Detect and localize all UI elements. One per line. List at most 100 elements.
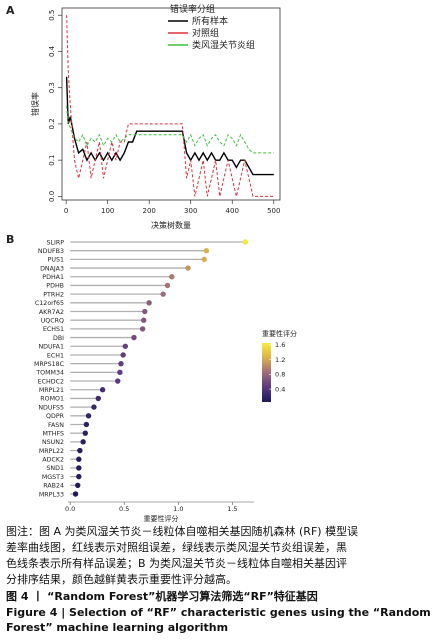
dot <box>76 465 82 471</box>
y-tick-label: MRPL22 <box>39 448 64 455</box>
dot <box>85 413 92 419</box>
colorbar-title: 重要性评分 <box>262 329 297 338</box>
x-tick-label: 100 <box>101 207 114 215</box>
y-tick-label: 0.4 <box>48 45 56 57</box>
y-tick-label: PTRH2 <box>43 291 64 298</box>
caption-note-line: 差率曲线图，红线表示对照组误差，绿线表示类风湿关节炎组误差，黑 <box>6 541 347 554</box>
y-tick-label: C12orf65 <box>35 300 64 307</box>
y-tick-label: ADCK2 <box>42 457 64 464</box>
dot <box>76 456 82 462</box>
y-tick-label: PDHB <box>46 283 64 290</box>
x-tick-label: 0.5 <box>119 505 129 513</box>
x-tick-label: 1.5 <box>227 505 237 513</box>
y-tick-label: NSUN2 <box>42 439 64 446</box>
y-tick-label: MRPL21 <box>39 387 64 394</box>
series-line <box>66 15 274 197</box>
x-tick-label: 200 <box>143 207 156 215</box>
y-tick-label: RAB24 <box>43 483 64 490</box>
x-tick-label: 400 <box>226 207 239 215</box>
dot <box>77 447 83 454</box>
series-line <box>66 105 274 154</box>
dot <box>76 473 82 480</box>
dot <box>95 395 101 402</box>
panel-label: B <box>6 233 14 246</box>
caption-note-line: 分排序结果，颜色越鲜黄表示重要性评分越高。 <box>6 573 237 586</box>
x-tick-label: 500 <box>267 207 280 215</box>
y-tick-label: PUS1 <box>48 257 64 264</box>
y-tick-label: 0.1 <box>48 155 56 166</box>
x-axis-label: 决策树数量 <box>151 220 191 230</box>
colorbar-tick-label: 1.2 <box>275 356 285 364</box>
y-tick-label: MGST3 <box>42 474 64 481</box>
y-tick-label: UQCRQ <box>41 318 64 325</box>
y-tick-label: DBI <box>53 335 64 342</box>
y-tick-label: MRPL33 <box>39 491 64 498</box>
y-tick-label: QDPR <box>46 413 65 420</box>
dot <box>115 378 121 384</box>
colorbar <box>262 343 271 402</box>
dot <box>99 387 106 393</box>
dot <box>201 256 207 263</box>
caption-note-line: 图注：图 A 为类风湿关节炎－线粒体自噬相关基因随机森林 (RF) 模型误 <box>6 525 359 538</box>
caption-note-line: 色线条表示所有样品误差；B 为类风湿关节炎－线粒体自噬相关基因评 <box>6 557 348 570</box>
y-tick-label: NDUFB3 <box>38 248 64 255</box>
dot <box>160 291 166 297</box>
dot <box>164 282 171 289</box>
y-tick-label: TOMM34 <box>35 370 64 377</box>
dot <box>80 439 86 445</box>
y-tick-label: AKR7A2 <box>39 309 64 316</box>
y-tick-label: PDHA1 <box>42 274 64 281</box>
y-tick-label: MTHFS <box>42 430 64 437</box>
colorbar-tick-label: 0.4 <box>275 385 285 393</box>
dot <box>169 274 175 280</box>
plot-frame <box>61 7 281 201</box>
y-tick-label: ECH1 <box>47 352 64 359</box>
x-tick-label: 0 <box>64 207 68 215</box>
caption-title-cn: 图 4 丨 “Random Forest”机器学习算法筛选“RF”特征基因 <box>6 590 318 603</box>
y-tick-label: 0.0 <box>48 191 56 202</box>
dot <box>142 308 148 315</box>
dot <box>131 334 137 341</box>
legend-label: 对照组 <box>192 27 219 39</box>
dot <box>140 317 147 323</box>
x-tick-label: 0.0 <box>65 505 75 513</box>
dot <box>91 404 97 410</box>
caption-title-en: Forest” machine learning algorithm <box>6 621 229 634</box>
panel-label: A <box>6 4 15 17</box>
series-line <box>65 76 274 176</box>
y-tick-label: SLIRP <box>46 239 64 246</box>
dot <box>122 343 129 349</box>
y-tick-label: 0.2 <box>48 118 56 129</box>
y-tick-label: DNAJA3 <box>40 265 64 272</box>
dot <box>146 300 152 306</box>
legend-label: 所有样本 <box>192 15 228 27</box>
y-tick-label: ROMO1 <box>40 396 64 403</box>
dot <box>117 369 123 376</box>
x-tick-label: 300 <box>184 207 197 215</box>
y-tick-label: 0.5 <box>48 10 56 21</box>
dot <box>72 491 79 497</box>
dot <box>139 326 146 332</box>
legend-title: 错误率分组 <box>170 3 215 15</box>
y-axis-label: 错误率 <box>30 92 40 116</box>
legend-label: 类风湿关节炎组 <box>192 39 255 51</box>
colorbar-tick-label: 1.6 <box>275 341 285 349</box>
y-tick-label: NDUFA1 <box>38 344 64 351</box>
dot <box>82 430 89 436</box>
dot <box>118 360 124 367</box>
dot <box>242 239 249 245</box>
dot <box>120 352 126 358</box>
y-tick-label: NDUFS5 <box>38 404 64 411</box>
dot <box>185 265 191 271</box>
y-tick-label: 0.3 <box>48 82 56 93</box>
dot <box>83 421 90 428</box>
dot <box>203 247 210 254</box>
y-tick-label: ECHS1 <box>43 326 64 333</box>
x-tick-label: 1.0 <box>173 505 183 513</box>
colorbar-tick-label: 0.8 <box>275 371 285 379</box>
y-tick-label: ECHDC2 <box>38 378 64 385</box>
dot <box>75 482 81 489</box>
x-axis-label: 重要性评分 <box>144 514 179 523</box>
caption-title-en: Figure 4 | Selection of “RF” characteris… <box>6 606 431 619</box>
